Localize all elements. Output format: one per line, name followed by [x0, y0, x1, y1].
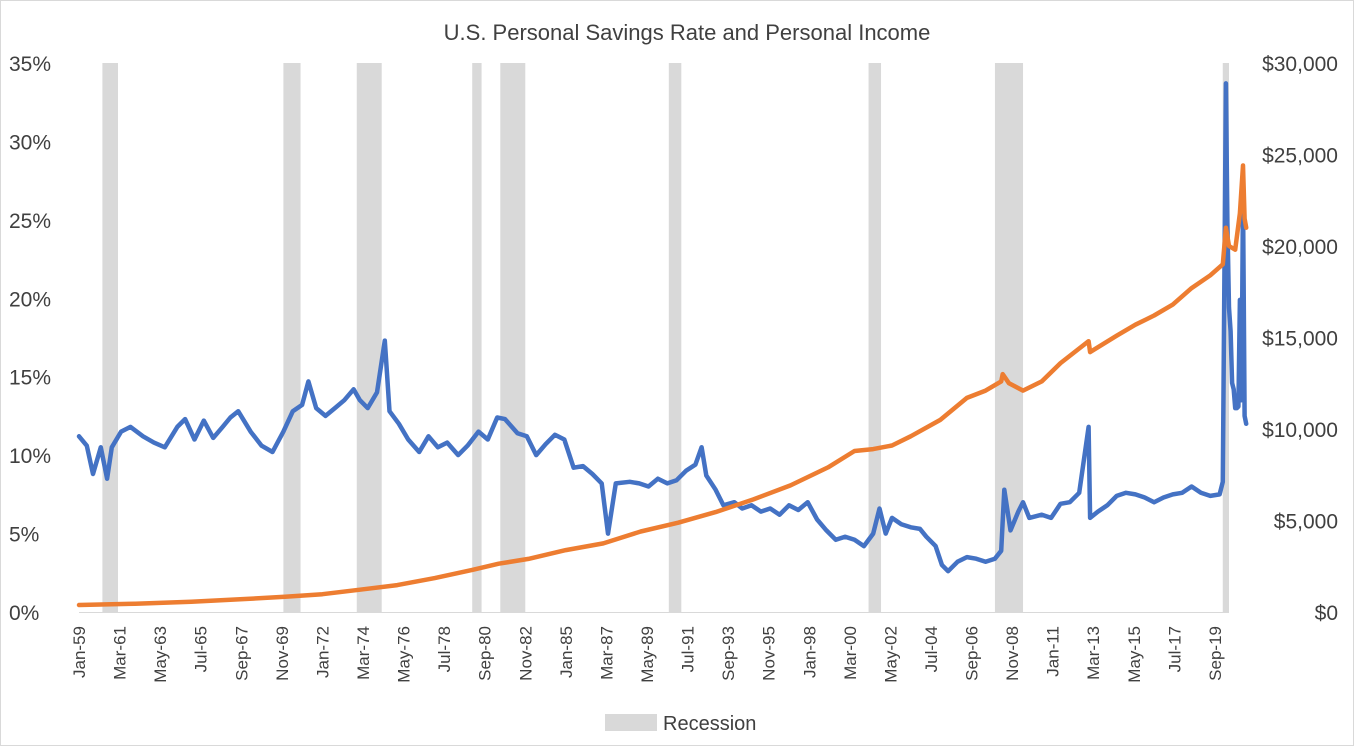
- x-axis-tick: Nov-08: [1003, 626, 1022, 681]
- left-axis-ticks: 0% 5% 10% 15% 20% 25% 30% 35%: [9, 53, 51, 625]
- right-axis-tick-label: $30,000: [1262, 53, 1338, 76]
- x-axis-tick: Jan-11: [1044, 626, 1063, 677]
- x-axis-tick-label: Jan-85: [557, 626, 576, 678]
- left-axis-tick-label: 30%: [9, 131, 51, 154]
- x-axis-tick: Sep-67: [232, 626, 251, 681]
- recession-bands: [102, 63, 1229, 612]
- recession-band: [102, 63, 119, 612]
- x-axis-tick: Sep-80: [476, 626, 495, 681]
- recession-band: [356, 63, 382, 612]
- x-axis-tick-label: Jul-04: [922, 626, 941, 672]
- right-axis-tick-label: $25,000: [1262, 145, 1338, 168]
- x-axis-tick: May-02: [881, 626, 900, 683]
- x-axis-tick-label: Sep-06: [963, 626, 982, 681]
- right-axis-tick-label: $15,000: [1262, 328, 1338, 351]
- x-axis-tick: Mar-61: [111, 626, 130, 680]
- x-axis-tick: Sep-19: [1206, 626, 1225, 681]
- recession-band: [668, 63, 682, 612]
- x-axis-tick: Nov-95: [760, 626, 779, 681]
- x-axis-tick: Jul-17: [1165, 626, 1184, 672]
- x-axis-tick: Sep-93: [719, 626, 738, 681]
- savings-rate-line: [76, 81, 1249, 574]
- x-axis-tick-label: May-89: [638, 626, 657, 683]
- x-axis-tick-label: May-15: [1125, 626, 1144, 683]
- x-axis-tick-label: Jul-78: [435, 626, 454, 672]
- chart-title: U.S. Personal Savings Rate and Personal …: [444, 20, 931, 45]
- x-axis-tick-label: Sep-19: [1206, 626, 1225, 681]
- x-axis-tick: Jan-85: [557, 626, 576, 678]
- x-axis-tick-label: Sep-93: [719, 626, 738, 681]
- recession-band: [472, 63, 482, 612]
- x-axis-tick: Sep-06: [963, 626, 982, 681]
- x-axis-tick: Jan-59: [70, 626, 89, 678]
- x-axis-tick-label: Jul-65: [192, 626, 211, 672]
- series-lines: [76, 81, 1249, 608]
- x-axis-tick: Jul-78: [435, 626, 454, 672]
- x-axis-tick: May-76: [395, 626, 414, 683]
- x-axis-tick-label: Jan-59: [70, 626, 89, 678]
- x-axis-tick: Mar-00: [841, 626, 860, 680]
- x-axis-tick-label: May-76: [395, 626, 414, 683]
- x-axis-tick-label: Nov-69: [273, 626, 292, 681]
- recession-band: [868, 63, 882, 612]
- x-axis-tick: May-89: [638, 626, 657, 683]
- x-axis-tick: Jul-65: [192, 626, 211, 672]
- x-axis-tick: Jul-04: [922, 626, 941, 672]
- right-axis-tick-label: $10,000: [1262, 419, 1338, 442]
- left-axis-tick-label: 0%: [9, 602, 39, 625]
- x-axis-tick: Jul-91: [679, 626, 698, 672]
- legend-swatch-recession: [605, 714, 657, 731]
- x-axis-tick: May-63: [151, 626, 170, 683]
- x-axis-tick-label: Mar-87: [597, 626, 616, 680]
- left-axis-tick-label: 35%: [9, 53, 51, 76]
- x-axis-tick-label: Jul-17: [1165, 626, 1184, 672]
- x-axis-tick-label: Nov-95: [760, 626, 779, 681]
- left-axis-tick-label: 25%: [9, 210, 51, 233]
- x-axis-tick-label: Mar-74: [354, 626, 373, 680]
- x-axis-tick: May-15: [1125, 626, 1144, 683]
- right-axis-tick-label: $5,000: [1274, 511, 1338, 534]
- x-axis-tick-label: Jan-72: [313, 626, 332, 678]
- right-axis-tick-label: $20,000: [1262, 236, 1338, 259]
- x-axis-ticks: Jan-59 Mar-61 May-63 Jul-65 Sep-67 Nov-69 Jan-…: [70, 626, 1225, 683]
- x-axis-tick: Mar-87: [597, 626, 616, 680]
- x-axis-tick: Jan-72: [313, 626, 332, 678]
- x-axis-tick-label: Jul-91: [679, 626, 698, 672]
- x-axis-tick: Jan-98: [800, 626, 819, 678]
- x-axis-tick-label: Nov-82: [516, 626, 535, 681]
- x-axis-tick-label: Mar-00: [841, 626, 860, 680]
- legend-label-recession: Recession: [663, 713, 756, 735]
- x-axis-tick-label: Sep-80: [476, 626, 495, 681]
- recession-band: [283, 63, 301, 612]
- x-axis-tick-label: Nov-08: [1003, 626, 1022, 681]
- left-axis-tick-label: 15%: [9, 367, 51, 390]
- x-axis-tick-label: Jan-98: [800, 626, 819, 678]
- x-axis-tick: Mar-13: [1084, 626, 1103, 680]
- left-axis-tick-label: 10%: [9, 445, 51, 468]
- right-axis-tick-label: $0: [1315, 602, 1338, 625]
- left-axis-tick-label: 20%: [9, 288, 51, 311]
- x-axis-tick-label: Mar-61: [111, 626, 130, 680]
- x-axis-tick: Nov-82: [516, 626, 535, 681]
- x-axis-tick: Mar-74: [354, 626, 373, 680]
- right-axis-ticks: $0 $5,000 $10,000 $15,000 $20,000 $25,000 $30,…: [1262, 53, 1338, 625]
- x-axis-tick: Nov-69: [273, 626, 292, 681]
- recession-band: [500, 63, 526, 612]
- x-axis-tick-label: Jan-11: [1044, 626, 1063, 677]
- x-axis-tick-label: May-02: [881, 626, 900, 683]
- x-axis-tick-label: May-63: [151, 626, 170, 683]
- x-axis-tick-label: Sep-67: [232, 626, 251, 681]
- left-axis-tick-label: 5%: [9, 524, 39, 547]
- x-axis-tick-label: Mar-13: [1084, 626, 1103, 680]
- legend: Recession: [605, 713, 756, 735]
- personal-income-line: [76, 163, 1249, 608]
